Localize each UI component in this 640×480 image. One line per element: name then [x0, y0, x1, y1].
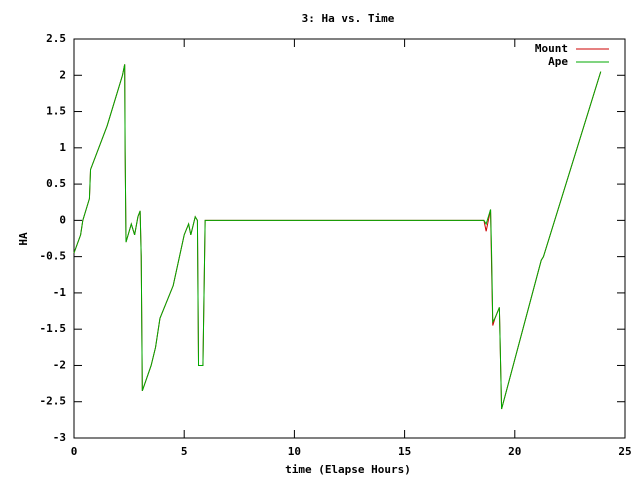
plot-frame	[73, 38, 626, 439]
y-tick-label: 2	[59, 68, 66, 81]
chart-title: 3: Ha vs. Time	[302, 12, 395, 25]
x-tick-label: 0	[71, 445, 78, 458]
y-tick-label: -1.5	[40, 322, 67, 335]
y-tick-label: -2	[53, 358, 66, 371]
y-axis-label: HA	[17, 232, 30, 246]
y-tick-label: 0.5	[46, 177, 66, 190]
x-axis-label: time (Elapse Hours)	[285, 463, 411, 476]
x-tick-label: 20	[508, 445, 521, 458]
legend-label: Mount	[535, 42, 568, 55]
y-tick-label: 1.5	[46, 105, 66, 118]
x-tick-label: 5	[181, 445, 188, 458]
x-tick-label: 15	[398, 445, 411, 458]
x-tick-label: 10	[288, 445, 301, 458]
y-tick-label: -0.5	[40, 250, 67, 263]
y-tick-label: 0	[59, 213, 66, 226]
y-tick-label: -1	[53, 286, 67, 299]
legend-label: Ape	[548, 55, 568, 68]
y-tick-label: -3	[53, 431, 66, 444]
series-line	[73, 64, 602, 410]
y-tick-label: -2.5	[40, 395, 67, 408]
y-tick-label: 1	[59, 141, 66, 154]
y-tick-label: 2.5	[46, 32, 66, 45]
x-tick-label: 25	[618, 445, 631, 458]
